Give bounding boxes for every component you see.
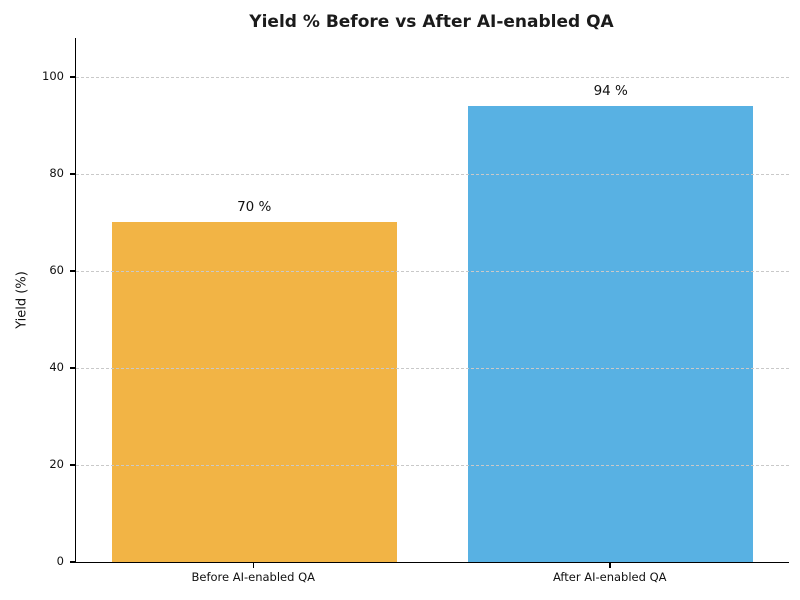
gridline-y-20 — [76, 464, 789, 466]
y-tick-label-100: 100 — [42, 68, 64, 83]
gridline-y-60 — [76, 270, 789, 272]
y-tick-mark-100 — [70, 76, 75, 78]
x-tick-label-0: Before AI-enabled QA — [191, 570, 316, 584]
y-tick-label-80: 80 — [49, 165, 64, 180]
y-tick-mark-20 — [70, 464, 75, 466]
y-tick-mark-80 — [70, 173, 75, 175]
x-tick-label-1: After AI-enabled QA — [552, 570, 667, 584]
y-axis-label: Yield (%) — [14, 271, 30, 329]
y-tick-mark-40 — [70, 367, 75, 369]
bar-value-label-0: 70 % — [237, 199, 272, 216]
gridline-y-40 — [76, 367, 789, 369]
y-tick-mark-0 — [70, 561, 75, 563]
y-tick-label-20: 20 — [49, 456, 64, 471]
gridline-y-100 — [76, 76, 789, 78]
y-tick-mark-60 — [70, 270, 75, 272]
bar-value-label-1: 94 % — [593, 82, 628, 99]
y-tick-label-40: 40 — [49, 359, 64, 374]
y-tick-label-0: 0 — [56, 554, 64, 568]
chart-title: Yield % Before vs After AI-enabled QA — [249, 12, 614, 32]
plot-area: 70 % 94 % — [75, 38, 789, 563]
x-tick-mark-0 — [252, 563, 254, 568]
bar-0 — [111, 222, 397, 562]
gridline-y-80 — [76, 173, 789, 175]
bar-1 — [468, 105, 754, 562]
x-tick-mark-1 — [609, 563, 611, 568]
y-tick-label-60: 60 — [49, 262, 64, 277]
